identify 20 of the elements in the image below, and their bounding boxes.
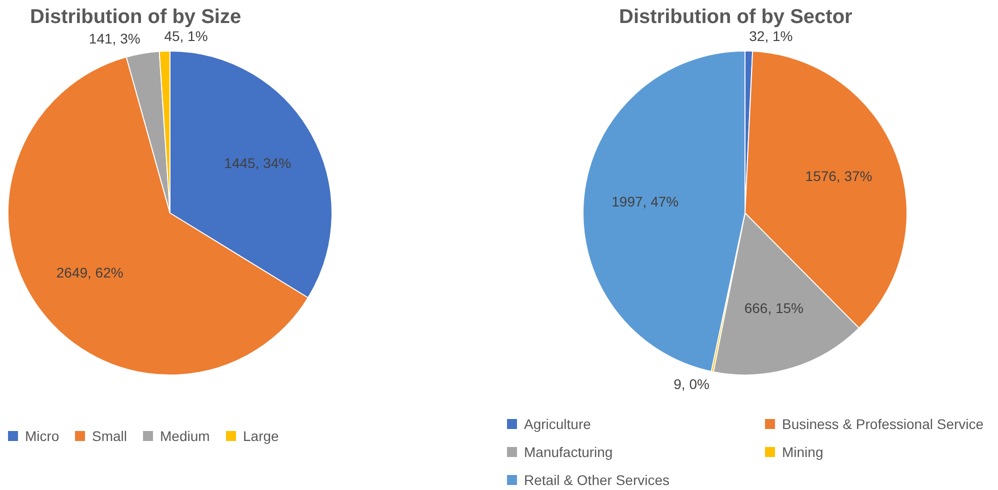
legend-label: Business & Professional Service bbox=[782, 416, 984, 432]
data-label: 32, 1% bbox=[749, 28, 793, 44]
data-label: 1997, 47% bbox=[612, 193, 679, 210]
data-label: 45, 1% bbox=[164, 28, 208, 44]
data-label: 666, 15% bbox=[744, 300, 804, 316]
legend-label: Agriculture bbox=[524, 416, 591, 432]
chart-title: Distribution of by Sector bbox=[619, 6, 852, 29]
data-label: 141, 3% bbox=[88, 30, 140, 46]
data-label: 1576, 37% bbox=[805, 168, 872, 184]
legend-label: Micro bbox=[25, 428, 60, 444]
legend-label: Mining bbox=[782, 444, 824, 460]
legend-label: Large bbox=[243, 428, 279, 444]
legend-label: Medium bbox=[160, 428, 210, 444]
data-label: 2649, 62% bbox=[56, 264, 124, 280]
data-label: 9, 0% bbox=[674, 376, 710, 392]
legend-label: Retail & Other Services bbox=[524, 472, 670, 488]
legend-label: Small bbox=[92, 428, 128, 444]
data-label: 1445, 34% bbox=[224, 154, 292, 171]
legend-label: Manufacturing bbox=[524, 444, 613, 460]
chart-title: Distribution of by Size bbox=[30, 6, 242, 29]
